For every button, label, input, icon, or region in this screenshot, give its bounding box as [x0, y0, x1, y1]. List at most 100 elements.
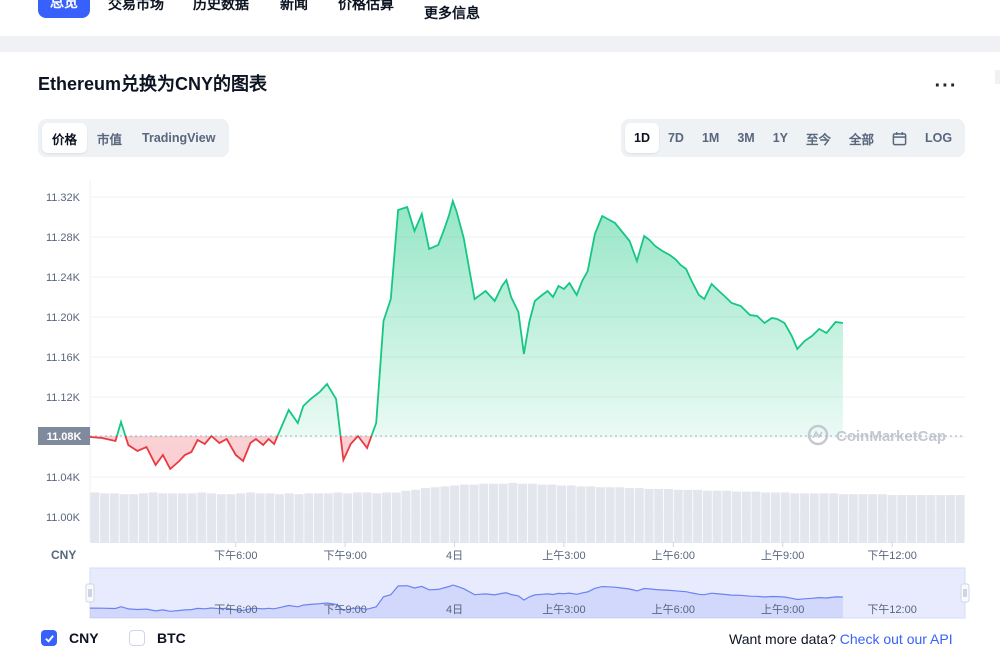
- current-price-marker: 11.08K: [38, 427, 90, 445]
- volume-bar: [722, 490, 732, 543]
- navigator-tick-label: 上午9:00: [761, 603, 804, 616]
- volume-bar: [945, 495, 955, 543]
- volume-bar: [634, 488, 644, 543]
- nav-tab-more-info[interactable]: 更多信息: [424, 5, 480, 21]
- volume-bar: [255, 493, 265, 543]
- volume-bar: [916, 495, 926, 543]
- currency-axis-label: CNY: [51, 548, 76, 562]
- api-link[interactable]: Check out our API: [839, 631, 953, 647]
- volume-bar: [557, 485, 566, 543]
- volume-bar: [537, 484, 547, 543]
- range-1d[interactable]: 1D: [625, 123, 659, 153]
- page-edge: [995, 70, 1000, 84]
- nav-tab-news[interactable]: 新闻: [280, 0, 308, 12]
- volume-bar: [139, 493, 148, 543]
- y-tick-label: 11.00K: [46, 512, 81, 524]
- chart-title: Ethereum兑换为CNY的图表: [38, 74, 268, 94]
- handle-grip[interactable]: [960, 583, 970, 603]
- area-up-fill: [90, 201, 843, 436]
- range-1y[interactable]: 1Y: [772, 131, 789, 145]
- volume-bar: [566, 485, 576, 543]
- navigator-line: [89, 584, 843, 612]
- legend-cny-toggle[interactable]: CNY: [41, 630, 99, 646]
- volume-bar: [420, 488, 430, 543]
- volume-bar: [245, 492, 255, 543]
- volume-bar: [732, 491, 741, 543]
- api-note: Want more data? Check out our API: [729, 631, 953, 647]
- volume-bar: [693, 489, 703, 543]
- volume-bar: [839, 494, 848, 543]
- volume-bar: [595, 487, 605, 543]
- range-all[interactable]: 全部: [849, 132, 875, 147]
- range-navigator[interactable]: 下午6:00 下午9:00 4日 上午3:00 上午6:00 上午9:00 下午12:00: [85, 567, 970, 619]
- api-note-prefix: Want more data?: [729, 631, 836, 647]
- nav-tab-overview[interactable]: 总览: [38, 0, 90, 18]
- chart-type-tabs: 价格 市值 TradingView: [38, 119, 230, 157]
- navigator-tick-label: 下午6:00: [214, 603, 257, 616]
- volume-bar: [868, 494, 878, 543]
- volume-bar: [352, 492, 362, 543]
- volume-bar: [90, 492, 100, 543]
- volume-bar: [518, 483, 528, 543]
- volume-bar: [343, 493, 353, 543]
- volume-bar: [586, 486, 596, 543]
- nav-tab-price-estimate[interactable]: 价格估算: [338, 0, 394, 12]
- range-3m[interactable]: 3M: [737, 131, 755, 145]
- y-tick-label: 11.32K: [46, 192, 81, 204]
- volume-bar: [498, 483, 508, 543]
- tab-tradingview[interactable]: TradingView: [142, 131, 216, 145]
- volume-bar: [469, 484, 479, 543]
- volume-bar: [187, 493, 197, 543]
- volume-bars: [90, 482, 965, 543]
- volume-bar: [430, 487, 440, 543]
- volume-bar: [615, 487, 625, 543]
- nav-tab-markets[interactable]: 交易市场: [108, 0, 164, 12]
- volume-bar: [926, 495, 936, 543]
- area-down-fill: [90, 436, 843, 469]
- cny-checkbox[interactable]: [41, 630, 57, 646]
- volume-bar: [907, 495, 916, 543]
- x-tick-label: 上午3:00: [542, 549, 585, 562]
- volume-bar: [605, 487, 615, 543]
- btc-checkbox[interactable]: [129, 630, 145, 646]
- handle-grip[interactable]: [85, 583, 95, 603]
- volume-bar: [508, 482, 518, 543]
- date-range-picker-button[interactable]: [883, 123, 916, 153]
- price-chart[interactable]: 11.32K 11.28K 11.24K 11.20K 11.16K 11.12K 11.0…: [0, 160, 1000, 622]
- volume-bar: [576, 486, 586, 543]
- legend-btc-toggle[interactable]: BTC: [129, 630, 186, 646]
- range-ytd[interactable]: 至今: [806, 132, 832, 147]
- volume-bar: [955, 495, 965, 543]
- volume-bar: [129, 494, 139, 543]
- volume-bar: [304, 493, 314, 543]
- tab-market-cap[interactable]: 市值: [97, 132, 123, 147]
- tab-price[interactable]: 价格: [42, 123, 88, 153]
- range-7d[interactable]: 7D: [667, 131, 684, 145]
- current-price-label: 11.08K: [47, 431, 82, 443]
- volume-bar: [411, 489, 421, 543]
- nav-tab-historical-data[interactable]: 历史数据: [193, 0, 249, 12]
- current-price-tag: [38, 427, 90, 445]
- more-options-button[interactable]: ···: [930, 74, 962, 98]
- volume-bar: [440, 486, 450, 543]
- volume-bar: [119, 494, 129, 543]
- volume-bar: [673, 489, 683, 543]
- volume-bar: [790, 493, 800, 543]
- range-1m[interactable]: 1M: [701, 131, 720, 145]
- volume-bar: [158, 493, 168, 543]
- more-horizontal-icon: ···: [934, 74, 958, 97]
- calendar-icon: [892, 131, 907, 145]
- y-tick-label: 11.28K: [46, 232, 81, 244]
- volume-bar: [226, 494, 236, 543]
- range-log-toggle[interactable]: LOG: [925, 131, 953, 145]
- navigator-right-handle[interactable]: [960, 583, 970, 603]
- x-tick-label: 4日: [446, 550, 463, 562]
- x-tick-label: 上午6:00: [652, 549, 695, 562]
- volume-bar: [100, 493, 110, 543]
- volume-bar: [683, 489, 693, 543]
- volume-bar: [809, 493, 819, 543]
- top-nav: 总览 交易市场 历史数据 新闻 价格估算 更多信息: [0, 0, 1000, 36]
- navigator-left-handle[interactable]: [85, 583, 95, 603]
- volume-bar: [887, 495, 897, 543]
- volume-bar: [877, 494, 887, 543]
